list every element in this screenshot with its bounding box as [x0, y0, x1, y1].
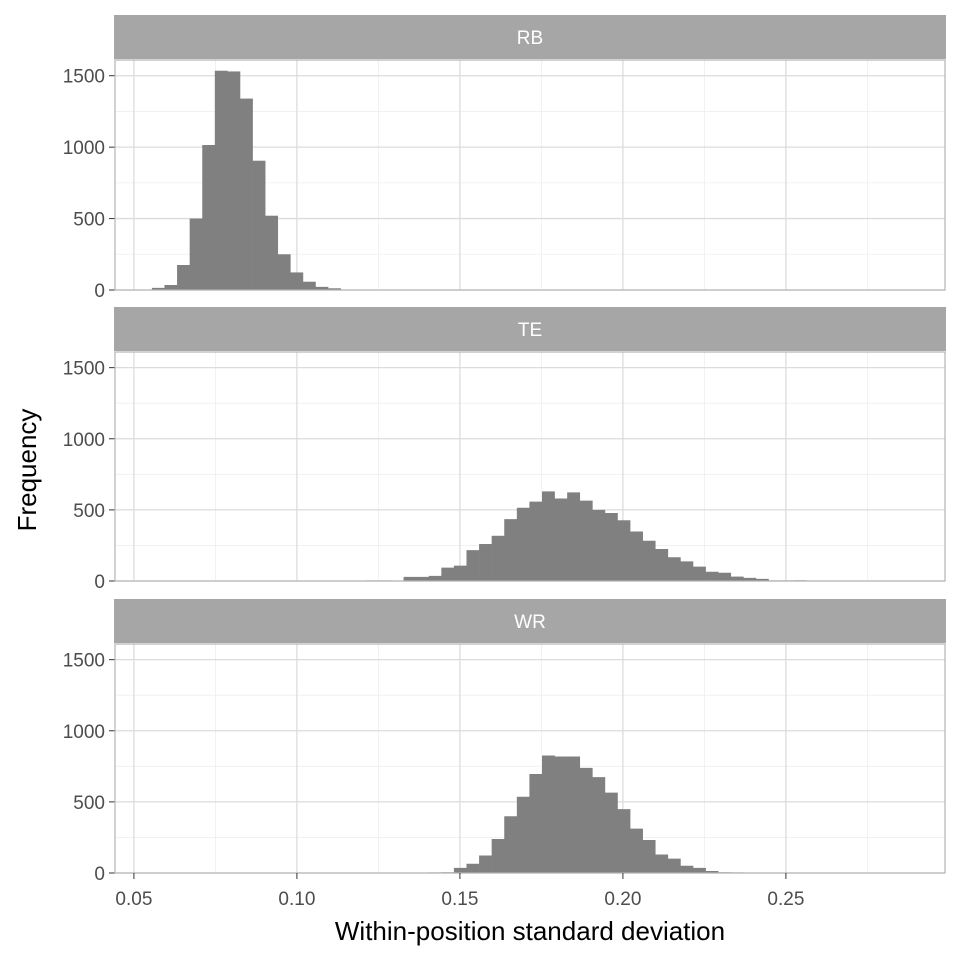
histogram-bar — [479, 856, 492, 873]
x-axis-label: Within-position standard deviation — [335, 916, 725, 946]
histogram-bar — [190, 219, 203, 290]
histogram-bar — [605, 513, 618, 581]
histogram-bar — [680, 866, 693, 873]
y-tick-label: 1000 — [63, 430, 105, 451]
histogram-bar — [253, 161, 266, 290]
histogram-bar — [529, 774, 542, 873]
histogram-bar — [555, 757, 568, 873]
histogram-bar — [278, 254, 291, 290]
histogram-bar — [265, 216, 278, 290]
histogram-bar — [454, 566, 467, 581]
y-tick-label: 1500 — [63, 67, 105, 88]
x-tick-label: 0.20 — [604, 889, 641, 910]
histogram-bar — [517, 797, 530, 873]
histogram-bar — [202, 145, 215, 290]
histogram-bar — [504, 519, 517, 581]
histogram-bar — [617, 809, 630, 873]
panel-rb: RB 0 500 1000 1500 — [63, 15, 946, 302]
histogram-bar — [466, 864, 479, 873]
histogram-bar — [466, 550, 479, 581]
histogram-bar — [504, 816, 517, 873]
y-tick-label: 500 — [73, 210, 105, 231]
histogram-bar — [630, 532, 643, 581]
histogram-bar — [693, 567, 706, 581]
y-tick-label: 0 — [94, 864, 105, 885]
strip-label: RB — [517, 28, 543, 49]
histogram-bar — [492, 839, 505, 873]
y-tick-label: 1000 — [63, 138, 105, 159]
histogram-bar — [567, 757, 580, 873]
strip-label: TE — [518, 320, 542, 341]
histogram-bar — [592, 510, 605, 581]
y-axis-label: Frequency — [12, 409, 42, 532]
histogram-bar — [542, 756, 555, 873]
histogram-bar — [731, 577, 744, 581]
histogram-bar — [567, 492, 580, 581]
y-tick-label: 1000 — [63, 722, 105, 743]
histogram-bar — [655, 549, 668, 581]
histogram-bar — [668, 859, 681, 873]
y-tick-label: 0 — [94, 281, 105, 302]
panel-wr: WR 0 500 1000 1500 — [63, 599, 946, 885]
histogram-bar — [580, 501, 593, 581]
y-tick-label: 1500 — [63, 359, 105, 380]
strip-label: WR — [514, 612, 546, 633]
histogram-bar — [441, 568, 454, 581]
histogram-bar — [706, 572, 719, 581]
histogram-bar — [177, 265, 190, 290]
histogram-bar — [580, 768, 593, 873]
histogram-bar — [404, 577, 417, 581]
x-tick-label: 0.15 — [441, 889, 478, 910]
histogram-bar — [416, 577, 429, 581]
histogram-bar — [517, 508, 530, 581]
histogram-bar — [693, 868, 706, 873]
histogram-bar — [492, 536, 505, 581]
histogram-bar — [240, 99, 253, 290]
histogram-bar — [555, 499, 568, 581]
histogram-bar — [643, 840, 656, 873]
histogram-bar — [303, 282, 316, 290]
panels: RB 0 500 1000 1500 TE 0 500 1000 1500 WR 0 500 1000 15… — [63, 15, 946, 885]
histogram-bar — [655, 855, 668, 873]
histogram-bar — [215, 71, 228, 290]
histogram-bar — [227, 71, 240, 290]
y-tick-label: 500 — [73, 793, 105, 814]
histogram-bar — [643, 541, 656, 581]
x-tick-label: 0.05 — [115, 889, 152, 910]
x-tick-label: 0.25 — [767, 889, 804, 910]
histogram-bar — [668, 557, 681, 581]
y-tick-label: 0 — [94, 572, 105, 593]
histogram-bar — [617, 520, 630, 581]
y-tick-label: 500 — [73, 501, 105, 522]
histogram-bar — [290, 272, 303, 290]
histogram-bar — [680, 561, 693, 581]
histogram-bar — [630, 829, 643, 873]
y-tick-label: 1500 — [63, 651, 105, 672]
histogram-bar — [479, 544, 492, 581]
histogram-bar — [164, 285, 177, 290]
panel-te: TE 0 500 1000 1500 — [63, 307, 946, 593]
histogram-bar — [454, 868, 467, 873]
x-tick-label: 0.10 — [278, 889, 315, 910]
histogram-bar — [542, 491, 555, 581]
histogram-bar — [718, 573, 731, 581]
histogram-bar — [605, 793, 618, 873]
histogram-bar — [592, 777, 605, 873]
histogram-bar — [529, 502, 542, 581]
histogram-bar — [429, 576, 442, 581]
x-axis: 0.05 0.10 0.15 0.20 0.25 — [115, 873, 804, 910]
